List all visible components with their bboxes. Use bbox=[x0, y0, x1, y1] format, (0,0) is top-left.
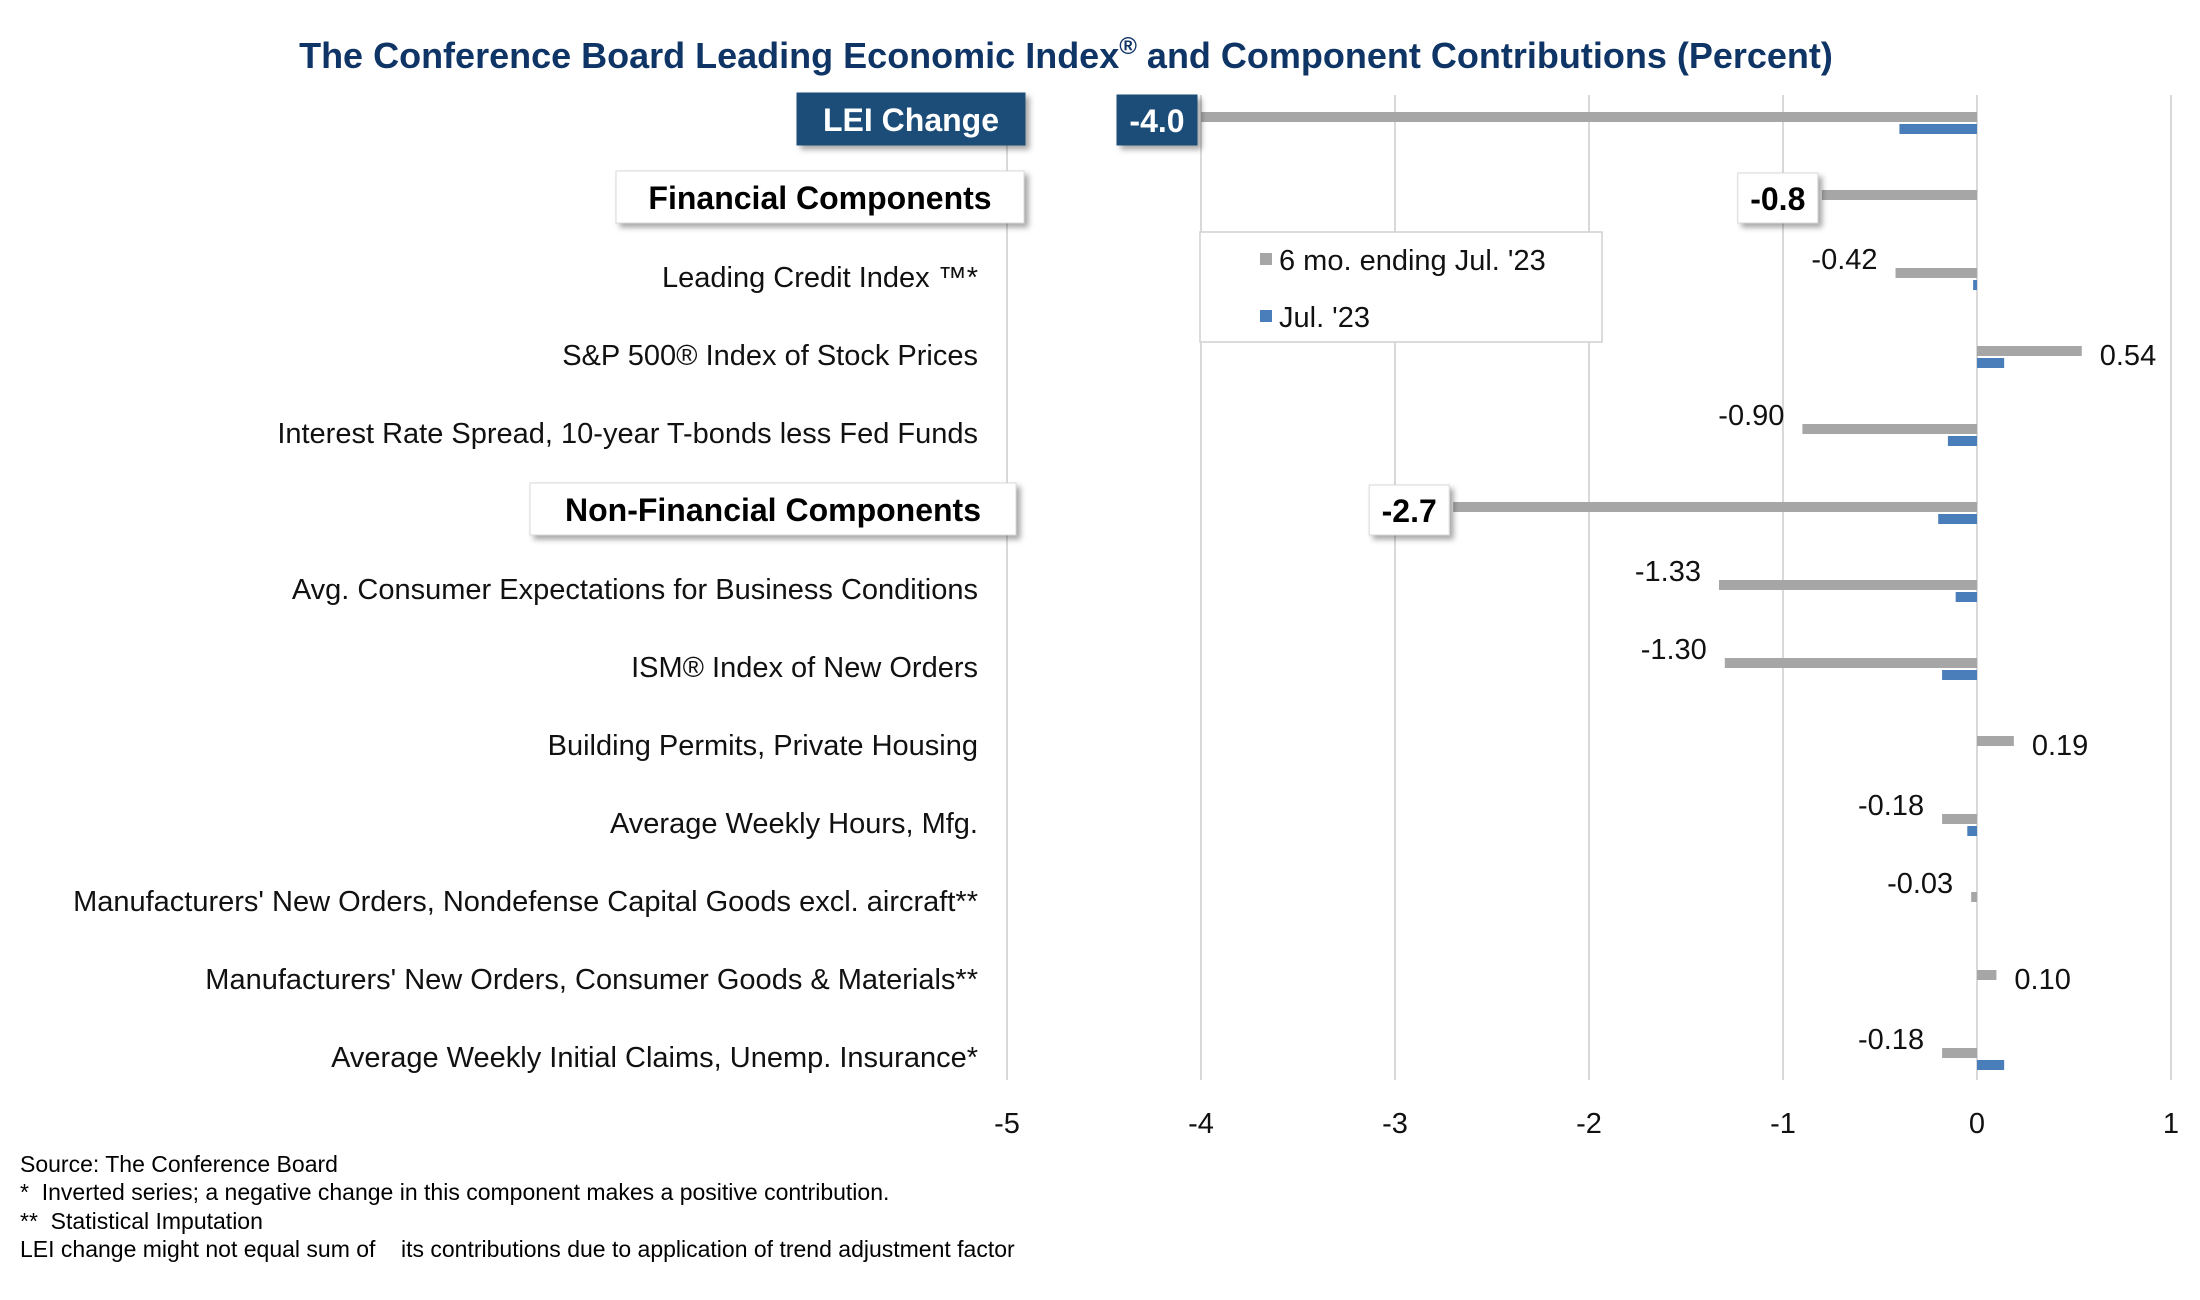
bars bbox=[1201, 112, 2082, 1070]
section-header-label: LEI Change bbox=[823, 102, 999, 138]
bar-july-avg-consumer-expectations-for-business-conditions bbox=[1955, 592, 1977, 602]
bar-six-month-avg-consumer-expectations-for-business-conditions bbox=[1718, 580, 1977, 590]
category-label-s-p-500-index-of-stock-prices: S&P 500® Index of Stock Prices bbox=[562, 340, 978, 372]
bar-six-month-leading-credit-index bbox=[1895, 268, 1977, 278]
legend-label-six-month: 6 mo. ending Jul. '23 bbox=[1279, 245, 1546, 277]
value-label-leading-credit-index: -0.42 bbox=[1811, 244, 1877, 276]
footnote-inverted: * Inverted series; a negative change in … bbox=[20, 1179, 889, 1205]
bar-six-month-interest-rate-spread-10-year-t-bonds-less-fed-funds bbox=[1802, 424, 1977, 434]
bar-six-month-financial-components bbox=[1821, 190, 1977, 200]
value-label-ism-index-of-new-orders: -1.30 bbox=[1641, 634, 1707, 666]
bar-six-month-s-p-500-index-of-stock-prices bbox=[1977, 346, 2082, 356]
footnote-trend: LEI change might not equal sum of its co… bbox=[20, 1236, 1015, 1262]
bar-july-average-weekly-hours-mfg bbox=[1967, 826, 1977, 836]
section-header-label: Financial Components bbox=[648, 180, 991, 216]
value-label-text: -4.0 bbox=[1129, 103, 1184, 139]
category-labels: LEI Change Financial Components Leading Cr… bbox=[73, 92, 1026, 1074]
value-label-manufacturers-new-orders-nondefense-capital-goods-excl-aircraft: -0.03 bbox=[1887, 868, 1953, 900]
category-label-manufacturers-new-orders-consumer-goods-materials: Manufacturers' New Orders, Consumer Good… bbox=[205, 964, 978, 996]
category-label-ism-index-of-new-orders: ISM® Index of New Orders bbox=[631, 652, 978, 684]
bar-july-average-weekly-initial-claims-unemp-insurance bbox=[1977, 1060, 2005, 1070]
category-label-average-weekly-hours-mfg: Average Weekly Hours, Mfg. bbox=[610, 808, 978, 840]
value-label-text: -0.8 bbox=[1750, 181, 1805, 217]
bar-july-s-p-500-index-of-stock-prices bbox=[1977, 358, 2005, 368]
legend-swatch-six-month bbox=[1260, 253, 1272, 265]
bar-july-interest-rate-spread-10-year-t-bonds-less-fed-funds bbox=[1947, 436, 1977, 446]
value-label-box bbox=[1368, 484, 1450, 536]
value-labels: -4.0 -0.8-0.42 0.54 -0.90 -2.7 -1.33 -1.30 0.19… bbox=[1116, 94, 2156, 1056]
legend-swatch-july bbox=[1260, 310, 1272, 322]
footnote-source: Source: The Conference Board bbox=[20, 1151, 338, 1177]
x-tick-label: 1 bbox=[2163, 1108, 2179, 1140]
value-label-box bbox=[1116, 94, 1198, 146]
category-label-interest-rate-spread-10-year-t-bonds-less-fed-funds: Interest Rate Spread, 10-year T-bonds le… bbox=[277, 418, 978, 450]
bar-july-leading-credit-index bbox=[1973, 280, 1977, 290]
category-label-manufacturers-new-orders-nondefense-capital-goods-excl-aircraft: Manufacturers' New Orders, Nondefense Ca… bbox=[73, 886, 978, 918]
bar-six-month-non-financial-components bbox=[1453, 502, 1977, 512]
value-label-average-weekly-hours-mfg: -0.18 bbox=[1858, 790, 1924, 822]
chart-title: The Conference Board Leading Economic In… bbox=[299, 33, 1833, 76]
bar-six-month-lei-change bbox=[1201, 112, 1977, 122]
value-label-interest-rate-spread-10-year-t-bonds-less-fed-funds: -0.90 bbox=[1718, 400, 1784, 432]
section-header-non-financial-components: Non-Financial Components bbox=[529, 482, 1017, 536]
value-label-s-p-500-index-of-stock-prices: 0.54 bbox=[2100, 340, 2156, 372]
category-label-average-weekly-initial-claims-unemp-insurance: Average Weekly Initial Claims, Unemp. In… bbox=[331, 1042, 978, 1074]
legend-label-july: Jul. '23 bbox=[1279, 302, 1370, 334]
value-label-manufacturers-new-orders-consumer-goods-materials: 0.10 bbox=[2014, 964, 2070, 996]
section-header-financial-components: Financial Components bbox=[615, 170, 1025, 224]
bar-six-month-average-weekly-initial-claims-unemp-insurance bbox=[1942, 1048, 1977, 1058]
bar-six-month-average-weekly-hours-mfg bbox=[1942, 814, 1977, 824]
section-header-box bbox=[615, 170, 1025, 224]
x-tick-label: -2 bbox=[1576, 1108, 1602, 1140]
value-label-avg-consumer-expectations-for-business-conditions: -1.33 bbox=[1635, 556, 1701, 588]
legend-box bbox=[1199, 231, 1603, 343]
footnotes: Source: The Conference Board * Inverted … bbox=[20, 1151, 1015, 1262]
value-label-financial-components: -0.8 bbox=[1737, 172, 1819, 224]
section-header-box bbox=[796, 92, 1026, 146]
value-label-non-financial-components: -2.7 bbox=[1368, 484, 1450, 536]
bar-july-non-financial-components bbox=[1938, 514, 1977, 524]
category-label-avg-consumer-expectations-for-business-conditions: Avg. Consumer Expectations for Business … bbox=[292, 574, 978, 606]
section-header-lei-change: LEI Change bbox=[796, 92, 1026, 146]
x-tick-label: -3 bbox=[1382, 1108, 1408, 1140]
section-header-label: Non-Financial Components bbox=[565, 492, 981, 528]
bar-july-ism-index-of-new-orders bbox=[1942, 670, 1977, 680]
value-label-box bbox=[1737, 172, 1819, 224]
value-label-text: -2.7 bbox=[1382, 493, 1437, 529]
bar-six-month-manufacturers-new-orders-consumer-goods-materials bbox=[1977, 970, 1997, 980]
x-axis-ticks: -5 -4 -3 -2 -1 0 1 bbox=[994, 1108, 2179, 1140]
category-label-building-permits-private-housing: Building Permits, Private Housing bbox=[548, 730, 978, 762]
category-label-leading-credit-index: Leading Credit Index ™* bbox=[662, 262, 978, 294]
x-tick-label: 0 bbox=[1969, 1108, 1985, 1140]
footnote-imputation: ** Statistical Imputation bbox=[20, 1208, 263, 1234]
x-tick-label: -5 bbox=[994, 1108, 1020, 1140]
legend: 6 mo. ending Jul. '23 Jul. '23 bbox=[1199, 231, 1603, 343]
bar-six-month-ism-index-of-new-orders bbox=[1724, 658, 1977, 668]
bar-six-month-building-permits-private-housing bbox=[1977, 736, 2014, 746]
section-header-box bbox=[529, 482, 1017, 536]
x-tick-label: -1 bbox=[1770, 1108, 1796, 1140]
value-label-average-weekly-initial-claims-unemp-insurance: -0.18 bbox=[1858, 1024, 1924, 1056]
value-label-lei-change: -4.0 bbox=[1116, 94, 1198, 146]
bar-six-month-manufacturers-new-orders-nondefense-capital-goods-excl-aircraft bbox=[1971, 892, 1977, 902]
value-label-building-permits-private-housing: 0.19 bbox=[2032, 730, 2088, 762]
bar-july-lei-change bbox=[1899, 124, 1977, 134]
x-tick-label: -4 bbox=[1188, 1108, 1214, 1140]
